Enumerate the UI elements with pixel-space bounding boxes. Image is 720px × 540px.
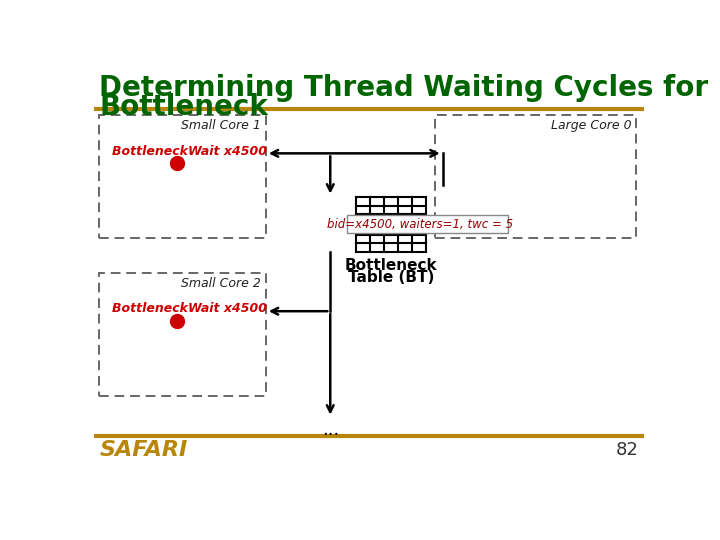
FancyBboxPatch shape bbox=[347, 215, 508, 233]
Text: BottleneckWait x4500: BottleneckWait x4500 bbox=[112, 302, 266, 315]
Bar bbox=[435, 115, 636, 238]
Text: BottleneckWait x4500: BottleneckWait x4500 bbox=[112, 145, 266, 158]
Text: Determining Thread Waiting Cycles for Each: Determining Thread Waiting Cycles for Ea… bbox=[99, 74, 720, 102]
Text: Bottleneck: Bottleneck bbox=[99, 93, 268, 122]
Text: Large Core 0: Large Core 0 bbox=[551, 119, 631, 132]
Text: Table (BT): Table (BT) bbox=[348, 271, 434, 285]
Text: 82: 82 bbox=[616, 441, 639, 459]
Text: ...: ... bbox=[322, 421, 339, 438]
Bar bbox=[99, 273, 266, 396]
Text: Small Core 1: Small Core 1 bbox=[181, 119, 261, 132]
Text: bid=x4500, waiters=1, twc = 5: bid=x4500, waiters=1, twc = 5 bbox=[327, 218, 513, 231]
Text: Small Core 2: Small Core 2 bbox=[181, 276, 261, 289]
Bar bbox=[99, 115, 266, 238]
Text: SAFARI: SAFARI bbox=[99, 440, 187, 460]
Text: Bottleneck: Bottleneck bbox=[344, 258, 437, 273]
